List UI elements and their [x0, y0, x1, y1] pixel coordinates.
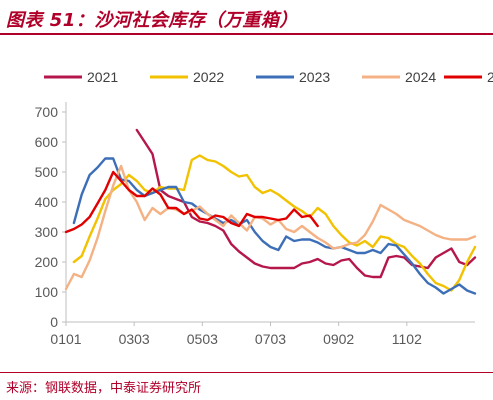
x-tick-label: 0101	[50, 331, 81, 347]
y-tick-label: 500	[35, 164, 59, 180]
y-tick-label: 400	[35, 194, 59, 210]
source-note: 来源：钢联数据，中泰证券研究所	[6, 381, 202, 396]
series-line-2022	[72, 154, 477, 292]
legend-label-2021: 2021	[87, 69, 118, 85]
y-tick-label: 600	[35, 134, 59, 150]
series-line-2025	[64, 170, 319, 234]
line-chart: 0 100 200 300 400 500 600 700 0101 0303 0503 0703 09…	[35, 69, 493, 347]
legend-label-2025: 2025	[487, 69, 493, 85]
y-tick-label: 700	[35, 104, 59, 120]
footer-rule	[0, 372, 493, 373]
title-rule	[0, 33, 493, 35]
y-tick-label: 0	[50, 314, 58, 330]
y-tick-label: 300	[35, 224, 59, 240]
legend-label-2023: 2023	[299, 69, 330, 85]
x-tick-label: 0902	[323, 331, 354, 347]
series-line-2024	[64, 164, 477, 291]
legend-label-2022: 2022	[193, 69, 224, 85]
series-line-2023	[72, 157, 477, 295]
x-tick-label: 0303	[119, 331, 150, 347]
x-tick-label: 0703	[255, 331, 286, 347]
x-tick-label: 1102	[392, 331, 422, 347]
legend-label-2024: 2024	[405, 69, 436, 85]
title-bar: 图表 51：沙河社会库存（万重箱）	[0, 0, 493, 35]
x-tick-label: 0503	[187, 331, 218, 347]
y-tick-label: 100	[35, 284, 59, 300]
chart-title: 图表 51：沙河社会库存（万重箱）	[6, 10, 298, 31]
y-tick-label: 200	[35, 254, 59, 270]
series-line-2021	[135, 128, 477, 279]
